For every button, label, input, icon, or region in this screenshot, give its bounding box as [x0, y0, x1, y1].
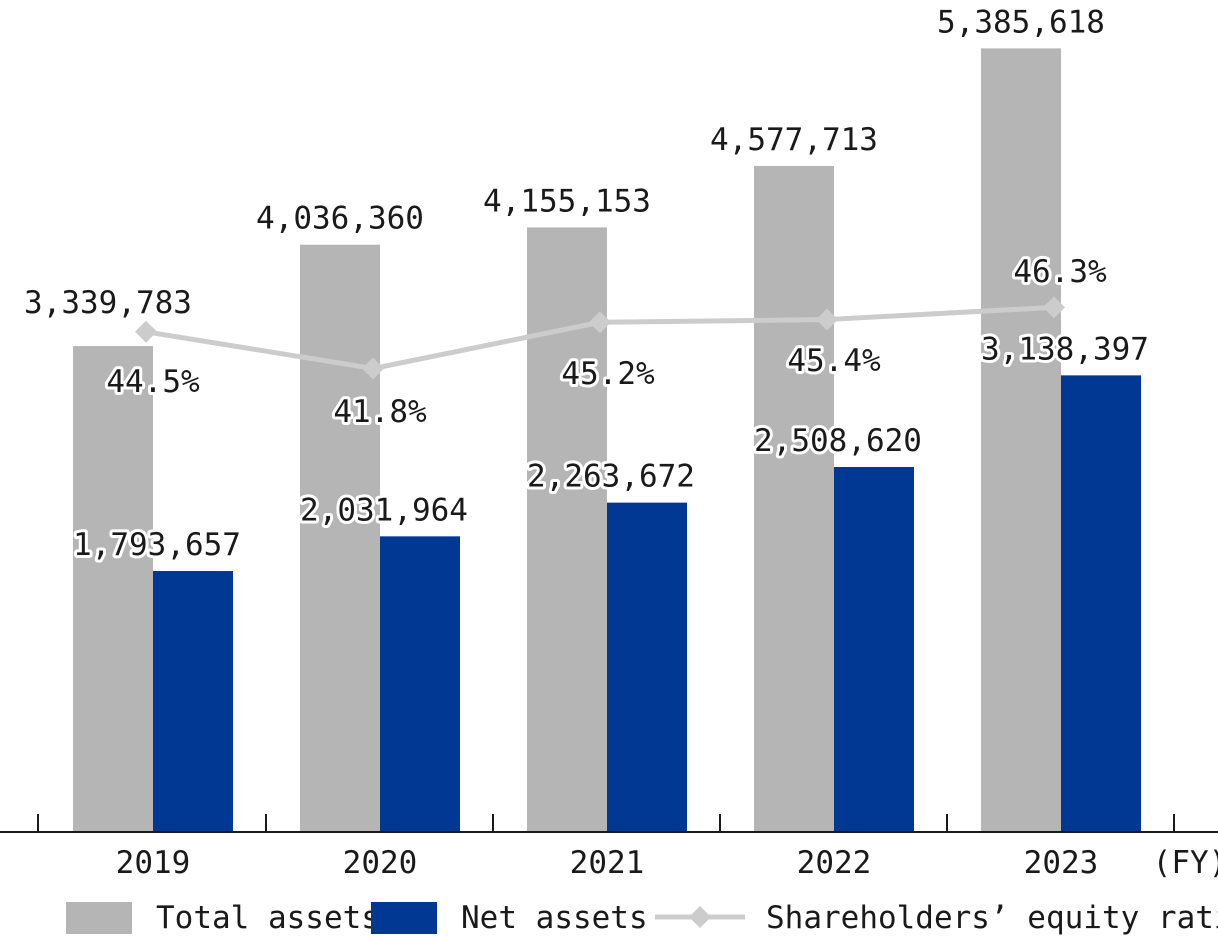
equity-ratio-marker — [816, 308, 838, 331]
net-assets-bar — [607, 502, 687, 832]
total-assets-value-label: 4,155,153 — [483, 183, 651, 219]
x-tick-label: 2023 — [1024, 845, 1099, 881]
legend-swatch-equity-ratio-marker — [689, 906, 711, 928]
total-assets-value-label: 3,339,783 — [24, 285, 192, 321]
x-tick-label: 2020 — [343, 845, 418, 881]
total-assets-value-label: 4,036,360 — [256, 201, 424, 237]
net-assets-value-label: 2,031,964 — [300, 492, 468, 528]
x-axis: 2019 2020 2021 2022 2023 (FY) — [0, 814, 1218, 881]
total-assets-bars — [73, 48, 1061, 833]
legend-label-total-assets: Total assets — [156, 900, 380, 936]
net-assets-bar — [153, 571, 233, 832]
equity-ratio-value-label: 46.3% — [1013, 254, 1107, 290]
legend-label-net-assets: Net assets — [461, 900, 648, 936]
legend-swatch-total-assets — [66, 902, 132, 934]
equity-ratio-marker — [1043, 296, 1065, 319]
equity-ratio-marker — [362, 357, 384, 380]
x-tick-label: 2019 — [116, 845, 191, 881]
net-assets-value-label: 2,508,620 — [754, 423, 922, 459]
legend-label-equity-ratio: Shareholders’ equity ratio — [766, 900, 1218, 936]
total-assets-value-label: 4,577,713 — [710, 122, 878, 158]
equity-ratio-value-label: 41.8% — [333, 394, 427, 430]
legend: Total assets Net assets Shareholders’ equi… — [66, 900, 1218, 936]
legend-swatch-net-assets — [371, 902, 437, 934]
net-assets-bar — [380, 536, 460, 832]
total-assets-value-label: 5,385,618 — [937, 4, 1105, 40]
net-assets-value-label: 3,138,397 — [981, 331, 1149, 367]
x-tick-label: 2022 — [797, 845, 872, 881]
equity-ratio-marker — [589, 311, 611, 334]
net-assets-bar — [1061, 375, 1141, 832]
net-assets-value-label: 1,793,657 — [73, 527, 241, 563]
equity-ratio-marker — [135, 320, 157, 343]
equity-ratio-value-label: 45.2% — [561, 356, 655, 392]
total-assets-bar — [300, 244, 380, 833]
x-axis-unit: (FY) — [1153, 845, 1218, 881]
total-assets-bar — [73, 346, 153, 832]
total-assets-bar — [981, 48, 1061, 833]
data-labels: 3,339,783 1,793,657 4,036,360 2,031,964 4,15… — [21, 1, 1152, 566]
net-assets-bar — [834, 466, 914, 832]
equity-ratio-value-label: 44.5% — [106, 364, 200, 400]
net-assets-bars — [153, 375, 1141, 832]
net-assets-value-label: 2,263,672 — [527, 459, 695, 495]
equity-ratio-value-label: 45.4% — [787, 343, 881, 379]
total-assets-bar — [754, 165, 834, 833]
x-tick-label: 2021 — [570, 845, 645, 881]
equity-ratio-line — [135, 296, 1065, 380]
